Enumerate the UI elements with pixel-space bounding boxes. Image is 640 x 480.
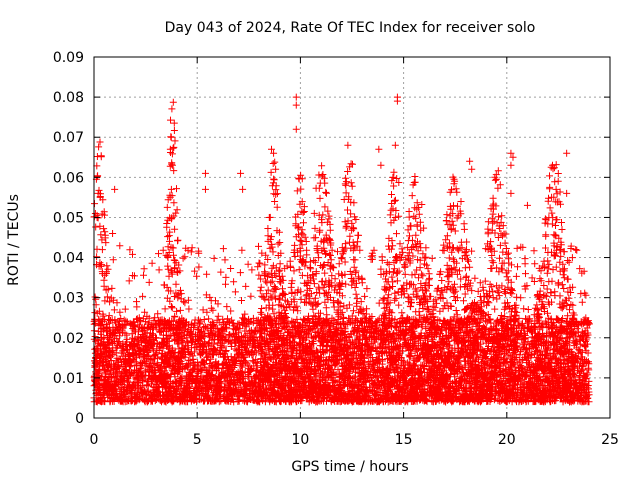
y-tick-labels: 0 0.01 0.02 0.03 0.04 0.05 0.06 0.07 0.08 0.09 <box>53 50 84 427</box>
roti-peak-point <box>507 149 515 157</box>
y-tick-label: 0.06 <box>53 170 84 186</box>
y-tick-label: 0.04 <box>53 251 84 267</box>
roti-peak-point <box>96 193 104 201</box>
y-tick-label: 0 <box>75 411 84 427</box>
roti-peak-point <box>292 93 300 101</box>
roti-peak-point <box>391 141 399 149</box>
roti-peak-point <box>344 141 352 149</box>
y-axis-label: ROTI / TECUs <box>6 194 22 286</box>
roti-peak-point <box>389 173 397 181</box>
roti-peak-point <box>468 165 476 173</box>
roti-peak-point <box>507 161 515 169</box>
chart-title: Day 043 of 2024, Rate Of TEC Index for r… <box>165 20 536 36</box>
roti-peak-point <box>292 125 300 133</box>
x-tick-label: 0 <box>90 432 99 448</box>
x-tick-label: 15 <box>395 432 413 448</box>
y-tick-label: 0.02 <box>53 331 84 347</box>
roti-peak-point <box>109 229 117 237</box>
roti-peak-point <box>393 97 401 105</box>
roti-peak-point <box>509 153 517 161</box>
x-tick-labels: 0 5 10 15 20 25 <box>90 432 619 448</box>
roti-peak-point <box>391 213 399 221</box>
x-tick-label: 25 <box>601 432 619 448</box>
roti-peak-point <box>375 145 383 153</box>
roti-peak-point <box>342 181 350 189</box>
y-tick-label: 0.05 <box>53 210 84 226</box>
roti-peak-point <box>268 145 276 153</box>
roti-peak-point <box>237 169 245 177</box>
plot-frame <box>93 56 611 419</box>
roti-peak-point <box>166 145 174 153</box>
roti-peak-point <box>272 165 280 173</box>
y-tick-label: 0.03 <box>53 291 84 307</box>
roti-peak-point <box>563 189 571 197</box>
roti-peak-point <box>563 149 571 157</box>
x-axis-label: GPS time / hours <box>291 459 408 475</box>
roti-peak-point <box>523 201 531 209</box>
roti-peak-point <box>377 161 385 169</box>
roti-peak-point <box>239 185 247 193</box>
roti-peak-point <box>292 101 300 109</box>
y-tick-label: 0.08 <box>53 90 84 106</box>
axis-ticks <box>93 56 611 419</box>
y-tick-label: 0.01 <box>53 371 84 387</box>
y-tick-label: 0.09 <box>53 50 84 66</box>
roti-peak-point <box>167 185 175 193</box>
y-tick-label: 0.07 <box>53 130 84 146</box>
roti-peak-point <box>201 185 209 193</box>
roti-points <box>90 98 593 406</box>
x-tick-label: 20 <box>498 432 516 448</box>
data-series-roti <box>90 93 593 406</box>
x-tick-label: 5 <box>193 432 202 448</box>
roti-peak-point <box>466 157 474 165</box>
roti-peak-point <box>270 149 278 157</box>
roti-peak-point <box>168 161 176 169</box>
roti-peak-point <box>111 185 119 193</box>
roti-peak-point <box>94 189 102 197</box>
roti-peak-point <box>507 189 515 197</box>
roti-peak-point <box>201 169 209 177</box>
x-tick-label: 10 <box>291 432 309 448</box>
